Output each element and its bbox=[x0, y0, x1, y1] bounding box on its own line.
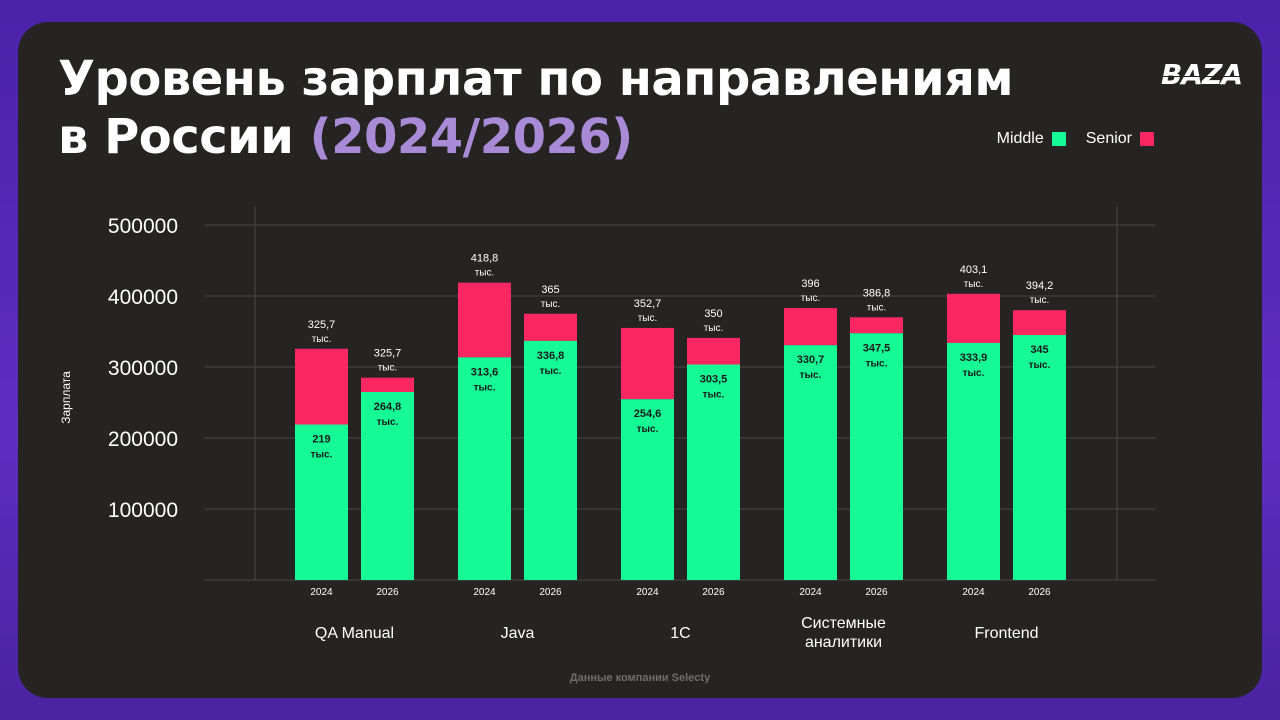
bar-middle bbox=[947, 342, 1000, 580]
y-tick-label: 400000 bbox=[108, 286, 178, 309]
bar-senior bbox=[621, 327, 674, 400]
x-year-label: 2026 bbox=[539, 587, 562, 598]
middle-value-label: 254,6 bbox=[634, 408, 662, 420]
x-year-label: 2026 bbox=[865, 587, 888, 598]
bar-senior bbox=[850, 317, 903, 334]
middle-unit-label: тыс. bbox=[703, 390, 725, 401]
middle-unit-label: тыс. bbox=[377, 417, 399, 428]
middle-value-label: 347,5 bbox=[863, 342, 891, 354]
senior-value-label: 325,7 bbox=[374, 348, 402, 360]
middle-value-label: 219 bbox=[312, 434, 330, 446]
middle-unit-label: тыс. bbox=[540, 366, 562, 377]
senior-value-label: 325,7 bbox=[308, 319, 336, 331]
title-line-1: Уровень зарплат по направлениям bbox=[58, 51, 1014, 107]
bar-middle bbox=[1013, 335, 1066, 580]
chart-legend: Middle Senior bbox=[997, 130, 1154, 148]
bar-middle bbox=[687, 364, 740, 580]
senior-unit-label: тыс. bbox=[867, 302, 887, 313]
bar-middle bbox=[784, 345, 837, 580]
bar-middle bbox=[458, 357, 511, 580]
x-category-label: QA Manual bbox=[315, 625, 394, 642]
bar-senior bbox=[947, 293, 1000, 343]
x-year-label: 2024 bbox=[473, 587, 496, 598]
x-year-label: 2024 bbox=[962, 587, 985, 598]
middle-unit-label: тыс. bbox=[311, 450, 333, 461]
middle-value-label: 330,7 bbox=[797, 354, 825, 366]
senior-unit-label: тыс. bbox=[475, 268, 495, 279]
title-line-2: в России bbox=[58, 109, 310, 165]
x-year-label: 2026 bbox=[1028, 587, 1051, 598]
middle-unit-label: тыс. bbox=[1029, 360, 1051, 371]
senior-unit-label: тыс. bbox=[964, 279, 984, 290]
legend-item-middle: Middle bbox=[997, 130, 1066, 148]
bar-middle bbox=[524, 340, 577, 580]
senior-value-label: 350 bbox=[704, 308, 722, 320]
bar-senior bbox=[784, 308, 837, 346]
y-tick-label: 300000 bbox=[108, 357, 178, 380]
y-tick-label: 500000 bbox=[108, 215, 178, 238]
middle-value-label: 333,9 bbox=[960, 352, 988, 364]
x-year-label: 2026 bbox=[702, 587, 725, 598]
baza-logo-text: BAZA bbox=[1161, 58, 1243, 91]
senior-unit-label: тыс. bbox=[801, 293, 821, 304]
middle-value-label: 264,8 bbox=[374, 401, 402, 413]
x-category-label: Java bbox=[501, 625, 535, 642]
senior-unit-label: тыс. bbox=[704, 323, 724, 334]
senior-value-label: 352,7 bbox=[634, 298, 662, 310]
y-tick-label: 200000 bbox=[108, 428, 178, 451]
chart-card: Уровень зарплат по направлениям в России… bbox=[18, 22, 1262, 698]
bar-senior bbox=[458, 282, 511, 358]
middle-value-label: 345 bbox=[1030, 344, 1048, 356]
legend-swatch-senior bbox=[1140, 132, 1154, 146]
y-tick-label: 100000 bbox=[108, 499, 178, 522]
x-category-label-line: аналитики bbox=[805, 634, 882, 651]
senior-unit-label: тыс. bbox=[638, 313, 658, 324]
middle-value-label: 313,6 bbox=[471, 366, 499, 378]
bar-senior bbox=[524, 313, 577, 341]
bar-senior bbox=[295, 348, 348, 425]
bar-middle bbox=[361, 391, 414, 580]
middle-unit-label: тыс. bbox=[800, 370, 822, 381]
bar-senior bbox=[687, 337, 740, 365]
senior-unit-label: тыс. bbox=[378, 363, 398, 374]
x-category-label-line: Системные bbox=[801, 615, 886, 632]
middle-unit-label: тыс. bbox=[637, 424, 659, 435]
senior-value-label: 394,2 bbox=[1026, 280, 1054, 292]
senior-value-label: 365 bbox=[541, 284, 559, 296]
middle-unit-label: тыс. bbox=[474, 382, 496, 393]
legend-label-middle: Middle bbox=[996, 130, 1044, 147]
senior-value-label: 403,1 bbox=[960, 264, 988, 276]
bar-senior bbox=[1013, 310, 1066, 336]
salary-chart: 100000 200000 300000 400000 500000 Зарплата 21… bbox=[59, 206, 1155, 651]
title-years: (2024/2026) bbox=[309, 109, 634, 165]
middle-unit-label: тыс. bbox=[963, 368, 985, 379]
senior-value-label: 396 bbox=[801, 278, 819, 290]
legend-item-senior: Senior bbox=[1086, 130, 1154, 148]
x-category-label: Frontend bbox=[974, 625, 1038, 642]
legend-label-senior: Senior bbox=[1085, 130, 1132, 147]
data-source-note: Данные компании Selecty bbox=[569, 672, 711, 684]
x-year-label: 2024 bbox=[636, 587, 659, 598]
page-title: Уровень зарплат по направлениям в России… bbox=[58, 50, 1014, 166]
senior-unit-label: тыс. bbox=[312, 334, 332, 345]
y-axis-label: Зарплата bbox=[59, 371, 73, 424]
senior-unit-label: тыс. bbox=[1030, 295, 1050, 306]
bar-middle bbox=[621, 399, 674, 580]
bar-senior bbox=[361, 377, 414, 392]
bar-middle bbox=[850, 333, 903, 580]
senior-value-label: 418,8 bbox=[471, 253, 499, 265]
baza-logo: BAZA bbox=[1161, 58, 1243, 91]
bar-middle bbox=[295, 424, 348, 580]
middle-unit-label: тыс. bbox=[866, 358, 888, 369]
legend-swatch-middle bbox=[1051, 132, 1066, 146]
x-category-label: 1C bbox=[670, 625, 690, 642]
x-year-label: 2024 bbox=[310, 587, 333, 598]
x-year-label: 2024 bbox=[799, 587, 822, 598]
senior-value-label: 386,8 bbox=[863, 287, 891, 299]
senior-unit-label: тыс. bbox=[541, 299, 561, 310]
middle-value-label: 336,8 bbox=[537, 350, 565, 362]
middle-value-label: 303,5 bbox=[700, 374, 728, 386]
x-year-label: 2026 bbox=[376, 587, 399, 598]
